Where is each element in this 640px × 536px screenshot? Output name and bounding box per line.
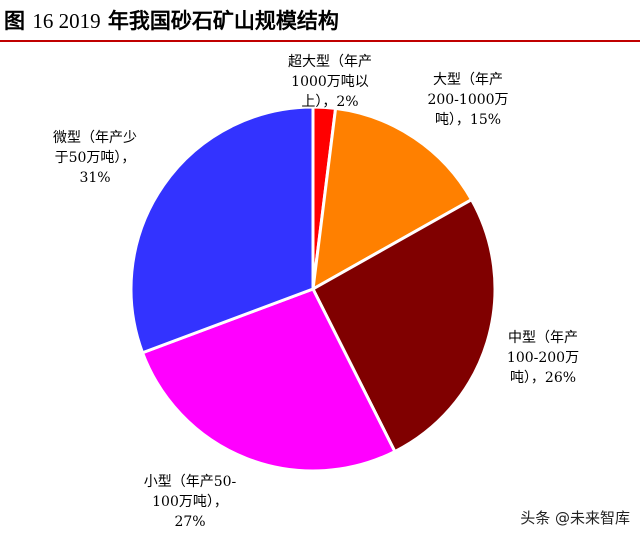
pie-slice-4 — [140, 287, 397, 473]
figure-title-text: 年我国砂石矿山规模结构 — [107, 9, 339, 33]
pie-slice-3 — [311, 197, 497, 454]
figure-title-prefix: 图 — [4, 9, 25, 33]
slice-label-1: 超大型（年产 1000万吨以上），2% — [288, 54, 372, 110]
slice-label-4: 小型（年产50-100万吨）， 27% — [144, 474, 237, 530]
slice-label-5: 微型（年产少于50万吨）， 31% — [53, 130, 137, 186]
pie-slice-2 — [311, 106, 474, 292]
pie-slices — [129, 105, 497, 473]
pie-labels: 超大型（年产 1000万吨以上），2% 大型（年产 200-1000万吨），15% 中型… — [53, 54, 579, 530]
slice-label-2: 大型（年产 200-1000万吨），15% — [427, 72, 508, 128]
slice-label-3: 中型（年产 100-200万吨），26% — [507, 330, 579, 386]
watermark: 头条 @未来智库 — [520, 509, 630, 527]
figure-title-number: 16 2019 — [32, 9, 101, 33]
pie-slice-5 — [129, 105, 315, 355]
title-rule — [0, 40, 640, 42]
figure-title: 图 16 2019 年我国砂石矿山规模结构 — [4, 6, 339, 36]
